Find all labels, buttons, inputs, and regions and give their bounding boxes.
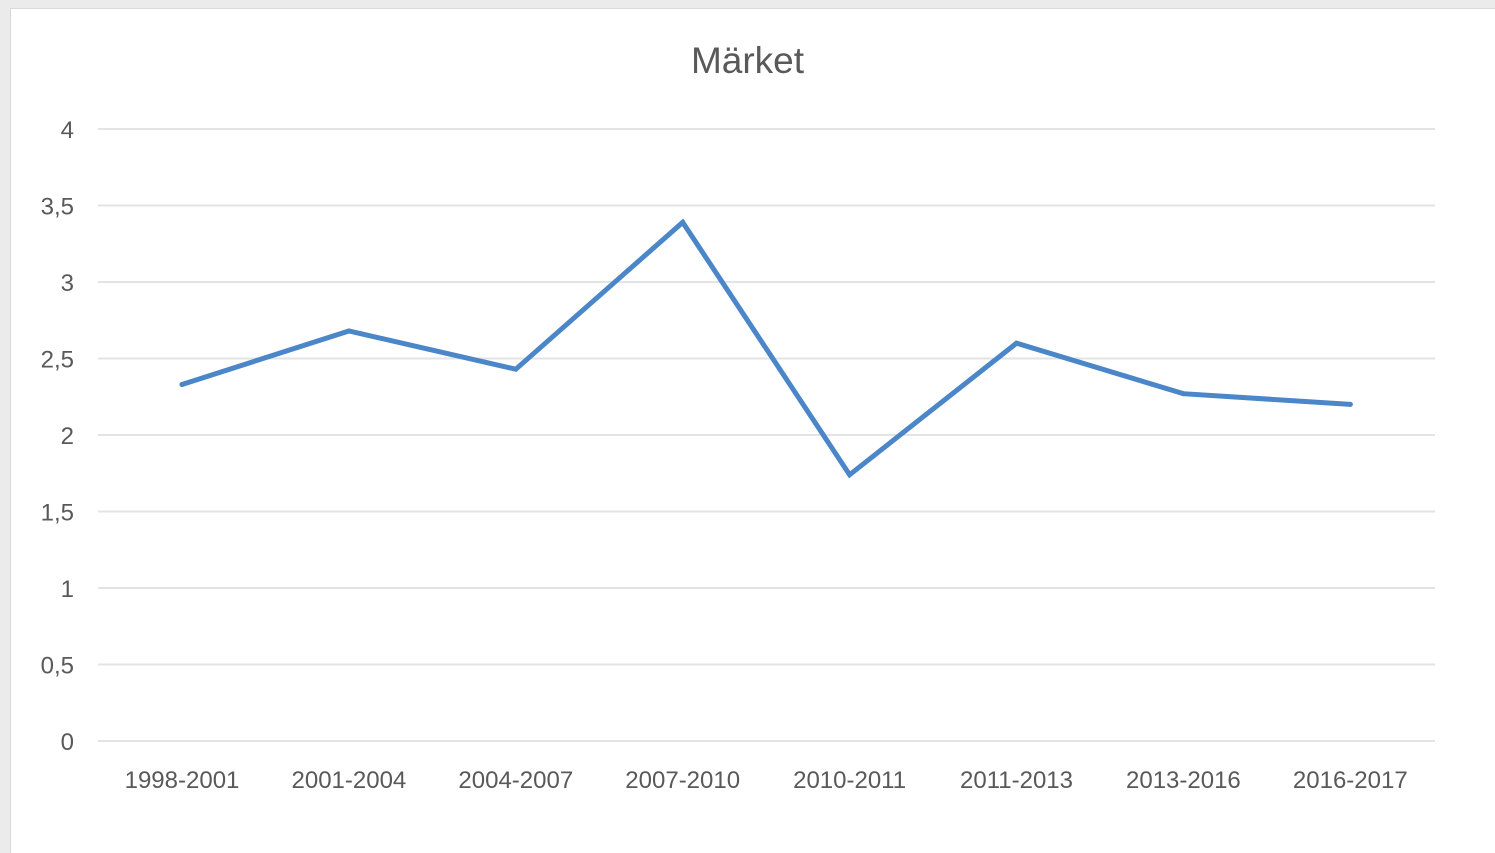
data-point [513,366,519,372]
data-point [680,219,686,225]
data-point [179,382,185,388]
x-tick-label: 2007-2010 [625,767,740,794]
series-line [179,218,1353,479]
x-tick-label: 1998-2001 [125,767,240,794]
x-tick-label: 2013-2016 [1126,767,1241,794]
x-tick-label: 2011-2013 [960,767,1073,794]
data-point [1180,391,1186,397]
y-tick-label: 0 [61,729,74,756]
x-tick-label: 2004-2007 [458,767,573,794]
y-tick-label: 0,5 [41,653,74,680]
chart-area [10,8,1495,853]
data-point [346,328,352,334]
x-tick-label: 2010-2011 [793,767,906,794]
data-point [1347,401,1353,407]
x-tick-label: 2001-2004 [292,767,407,794]
y-tick-label: 2,5 [41,347,74,374]
y-tick-label: 2 [61,423,74,450]
y-tick-label: 3,5 [41,194,74,221]
y-tick-label: 1 [61,576,74,603]
y-tick-label: 4 [61,117,74,144]
data-point [847,472,853,478]
chart-title: Märket [690,40,805,81]
y-tick-label: 1,5 [41,500,74,527]
data-point [1014,340,1019,346]
y-tick-label: 3 [61,270,74,297]
x-tick-label: 2016-2017 [1293,767,1408,794]
